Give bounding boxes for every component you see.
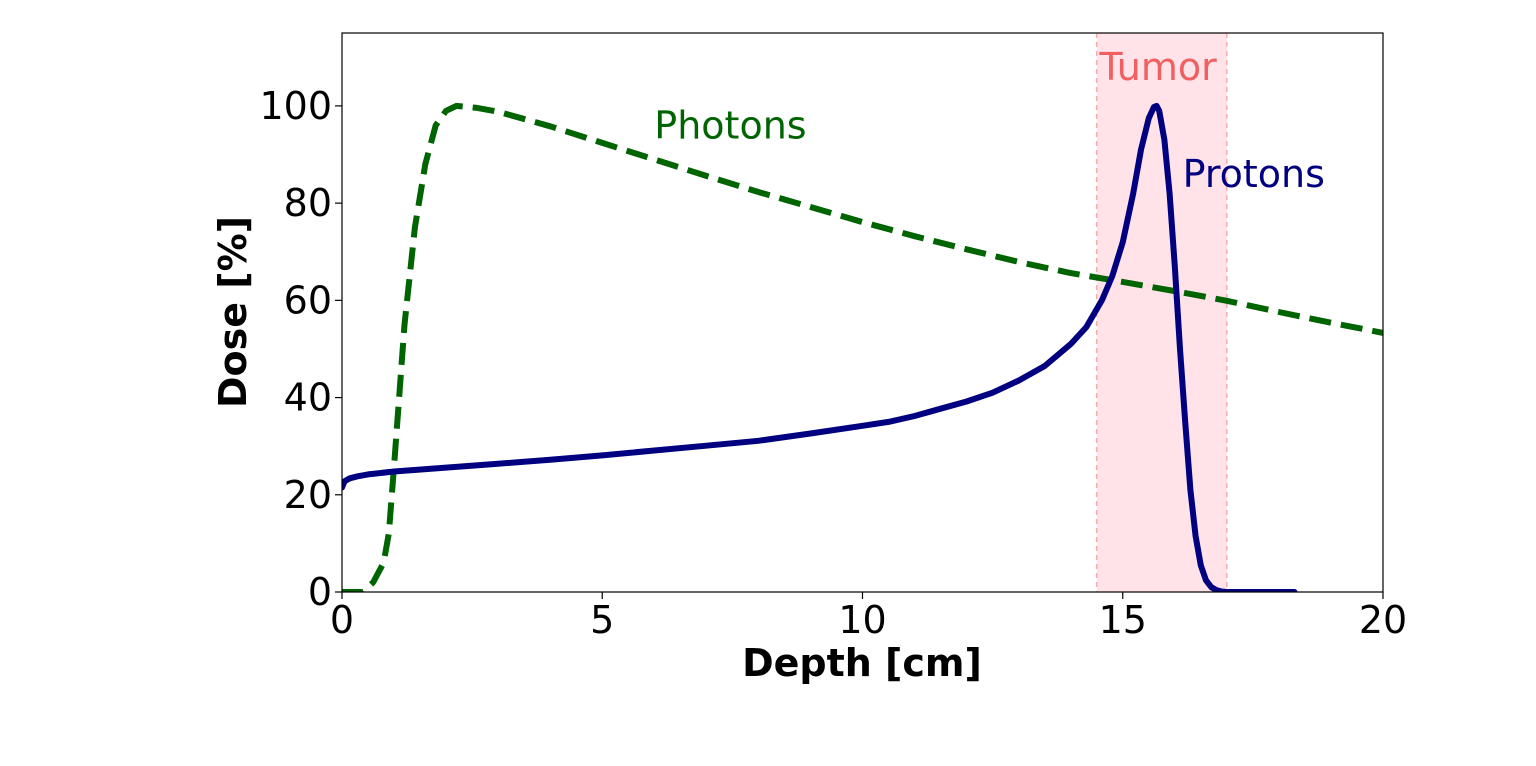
protons-annotation: Protons [1183, 152, 1325, 196]
x-tick-label: 15 [1099, 598, 1147, 642]
y-tick-label: 40 [284, 376, 332, 420]
photons-series-line [342, 102, 1383, 592]
y-axis-label: Dose [%] [211, 216, 255, 408]
y-tick-label: 80 [284, 181, 332, 225]
protons-series-line [342, 102, 1298, 592]
x-axis-label: Depth [cm] [742, 641, 982, 685]
y-tick-label: 100 [259, 84, 332, 128]
y-tick-label: 60 [284, 278, 332, 322]
photons-annotation: Photons [654, 103, 806, 147]
x-tick-label: 10 [838, 598, 886, 642]
series-layer [342, 102, 1383, 592]
annotation-layer: Photons Protons Tumor [654, 45, 1325, 196]
x-tick-label: 20 [1359, 598, 1407, 642]
y-tick-label: 0 [308, 570, 332, 614]
y-tick-label: 20 [284, 473, 332, 517]
tumor-annotation: Tumor [1098, 45, 1217, 89]
tick-layer: 0 5 10 15 20 0 20 40 60 80 100 [259, 84, 1407, 642]
x-tick-label: 5 [590, 598, 614, 642]
x-tick-label: 0 [330, 598, 354, 642]
